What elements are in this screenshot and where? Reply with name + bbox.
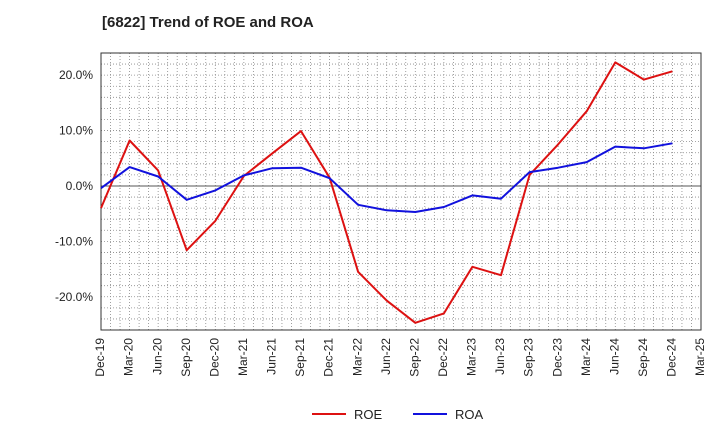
x-tick-label: Sep-22	[407, 338, 421, 377]
x-tick-label: Dec-19	[93, 338, 107, 377]
y-tick-label: -20.0%	[55, 290, 93, 304]
legend-label-roe: ROE	[354, 407, 383, 422]
x-tick-label: Jun-20	[150, 338, 164, 375]
x-tick-label: Jun-21	[265, 338, 279, 375]
x-tick-label: Dec-23	[550, 338, 564, 377]
x-tick-label: Mar-24	[579, 338, 593, 376]
plot-area	[101, 53, 701, 330]
x-tick-label: Mar-25	[693, 338, 707, 376]
x-tick-label: Jun-23	[493, 338, 507, 375]
plot-border	[100, 52, 702, 331]
x-tick-label: Jun-24	[607, 338, 621, 375]
x-tick-label: Sep-23	[522, 338, 536, 377]
series-line-roa	[100, 142, 673, 213]
x-tick-label: Mar-23	[465, 338, 479, 376]
y-tick-label: 20.0%	[59, 68, 93, 82]
chart-title: [6822] Trend of ROE and ROA	[102, 14, 314, 31]
x-tick-label: Jun-22	[379, 338, 393, 375]
x-tick-label: Mar-21	[236, 338, 250, 376]
x-tick-label: Sep-20	[179, 338, 193, 377]
y-tick-label: -10.0%	[55, 234, 93, 248]
x-tick-label: Dec-22	[436, 338, 450, 377]
y-tick-label: 10.0%	[59, 124, 93, 138]
x-tick-label: Dec-24	[665, 338, 679, 377]
x-tick-label: Mar-22	[350, 338, 364, 376]
x-tick-label: Dec-21	[322, 338, 336, 377]
x-tick-label: Sep-21	[293, 338, 307, 377]
x-tick-label: Dec-20	[207, 338, 221, 377]
y-tick-label: 0.0%	[66, 179, 94, 193]
legend-label-roa: ROA	[455, 407, 484, 422]
series-line-roe	[100, 61, 673, 324]
x-tick-label: Mar-20	[122, 338, 136, 376]
x-tick-label: Sep-24	[636, 338, 650, 377]
